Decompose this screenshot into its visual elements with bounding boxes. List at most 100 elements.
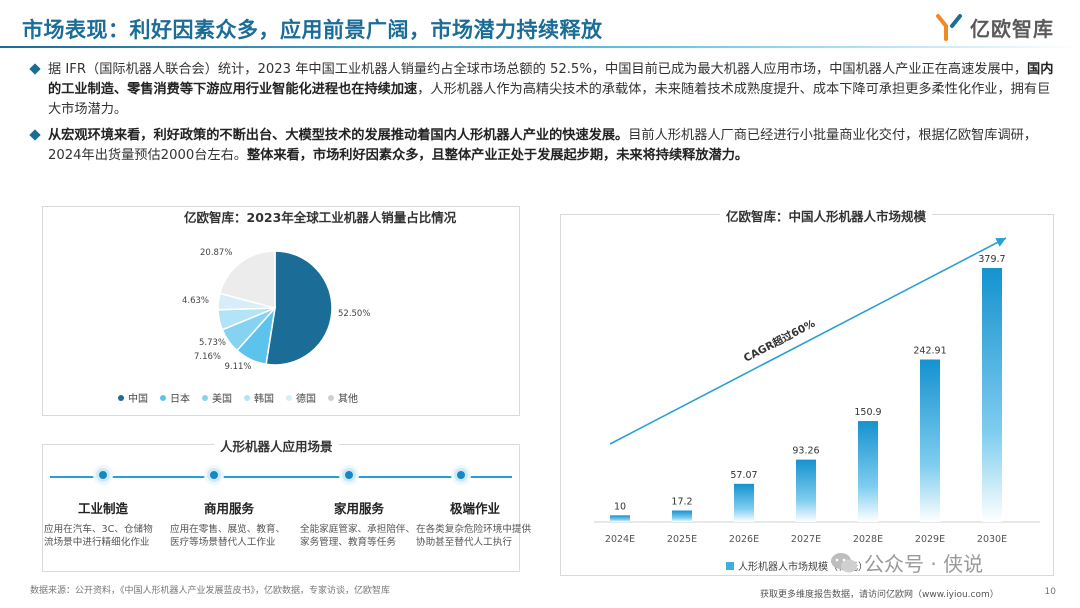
bar-2027E xyxy=(796,459,816,522)
scenes-timeline: 工业制造 应用在汽车、3C、仓储物流场景中进行精细化作业 商用服务 应用在零售、… xyxy=(42,468,531,570)
pie-legend-item: 韩国 xyxy=(244,390,274,405)
bullet-diamond-icon xyxy=(29,63,41,75)
cagr-arrow xyxy=(609,237,1007,445)
bullet-1-text: 据 IFR（国际机器人联合会）统计，2023 年中国工业机器人销量约占全球市场总… xyxy=(48,62,1053,117)
bullet-segment: 国内的工业制造、零售消费等下游应用行业智能化进程也在持续加速 xyxy=(48,62,1054,97)
bullet-diamond-icon xyxy=(29,129,41,141)
bar-category-label: 2026E xyxy=(729,534,759,545)
scenes-title: 人形机器人应用场景 xyxy=(214,436,339,455)
legend-dot-icon xyxy=(244,394,250,401)
pie-legend-item: 日本 xyxy=(160,390,190,405)
summary-bullets: 据 IFR（国际机器人联合会）统计，2023 年中国工业机器人销量约占全球市场总… xyxy=(29,60,1060,172)
legend-dot-icon xyxy=(286,394,292,401)
scene-extreme: 极端作业 在各类复杂危险环境中提供协助甚至替代人工执行 xyxy=(416,498,534,549)
pie-chart: 52.50% 9.11%7.16% 5.73% 4.63% 20.87% xyxy=(182,248,370,372)
scene-name: 工业制造 xyxy=(77,501,128,516)
brand-logo: 亿欧智库 xyxy=(934,12,1054,42)
scene-desc: 全能家庭管家、承担陪伴、家务管理、教育等任务 xyxy=(300,524,416,548)
yiou-logo-icon xyxy=(936,14,962,41)
bar-2026E xyxy=(734,483,754,522)
bar-2030E xyxy=(982,268,1002,522)
bar-category-label: 2028E xyxy=(853,534,883,545)
bar-value-label: 93.26 xyxy=(792,446,819,457)
bar-category-label: 2030E xyxy=(977,534,1007,545)
bullet-segment: 整体来看，市场利好因素众多，且整体产业正处于发展起步期，未来将持续释放潜力。 xyxy=(247,148,749,163)
scene-industrial: 工业制造 应用在汽车、3C、仓储物流场景中进行精细化作业 xyxy=(44,498,162,549)
scene-name: 极端作业 xyxy=(449,501,500,516)
scene-name: 家用服务 xyxy=(333,501,384,516)
scene-name: 商用服务 xyxy=(203,501,254,516)
timeline-node xyxy=(342,468,356,482)
pie-legend-item: 美国 xyxy=(202,390,232,405)
legend-label: 中国 xyxy=(128,394,148,405)
bullet-1: 据 IFR（国际机器人联合会）统计，2023 年中国工业机器人销量约占全球市场总… xyxy=(29,60,1060,120)
bar-2028E xyxy=(858,421,878,522)
logo-text: 亿欧智库 xyxy=(970,16,1054,41)
wechat-icon xyxy=(831,552,857,572)
legend-dot-icon xyxy=(118,394,124,401)
pie-legend-item: 其他 xyxy=(328,390,358,405)
bar-value-label: 379.7 xyxy=(978,254,1005,265)
pie-slice-其他 xyxy=(218,250,276,309)
page-title: 市场表现：利好因素众多，应用前景广阔，市场潜力持续释放 xyxy=(22,18,603,42)
bar-category-label: 2029E xyxy=(915,534,945,545)
bar-value-label: 242.91 xyxy=(913,346,946,357)
legend-label: 人形机器人市场规模（亿元） xyxy=(738,562,868,573)
timeline-node xyxy=(96,468,110,482)
header-divider xyxy=(0,46,1080,48)
cagr-annotation: CAGR超过60% xyxy=(741,317,817,365)
bullet-segment: 从宏观环境来看，利好政策的不断出台、大模型技术的发展推动着国内人形机器人产业的快… xyxy=(48,128,629,143)
pie-chart-title: 亿欧智库：2023年全球工业机器人销量占比情况 xyxy=(178,207,463,226)
bullet-2-text: 从宏观环境来看，利好政策的不断出台、大模型技术的发展推动着国内人形机器人产业的快… xyxy=(48,128,1037,163)
bar-chart: 10 2024E 17.2 2025E 57.07 2026E 93.26 2027E 150.… xyxy=(594,237,1040,545)
pie-legend: 中国 日本 美国 韩国 德国 其他 xyxy=(118,390,358,405)
bar-category-label: 2027E xyxy=(791,534,821,545)
scene-household: 家用服务 全能家庭管家、承担陪伴、家务管理、教育等任务 xyxy=(300,498,418,549)
bar-category-label: 2024E xyxy=(605,534,635,545)
watermark: 公众号 · 侠说 xyxy=(830,548,983,577)
scene-desc: 应用在零售、展览、教育、医疗等场景替代人工作业 xyxy=(170,524,286,548)
bullet-2: 从宏观环境来看，利好政策的不断出台、大模型技术的发展推动着国内人形机器人产业的快… xyxy=(29,126,1060,166)
pie-slice-中国 xyxy=(265,250,333,366)
timeline-node xyxy=(207,468,221,482)
watermark-text: 公众号 · 侠说 xyxy=(864,552,984,576)
bar-chart-title: 亿欧智库：中国人形机器人市场规模 xyxy=(720,206,933,225)
legend-label: 其他 xyxy=(338,394,358,405)
bullet-segment: ，人形机器人作为高精尖技术的承载体，未来随着技术成熟度提升、成本下降可承担更多柔… xyxy=(48,82,1051,117)
more-info-link[interactable]: 获取更多维度报告数据，请访问亿欧网（www.iyiou.com） xyxy=(760,590,999,600)
scene-desc: 在各类复杂危险环境中提供协助甚至替代人工执行 xyxy=(416,524,532,548)
bullet-segment: 目前人形机器人厂商已经进行小批量商业化交付，根据亿欧智库调研，2024年出货量预… xyxy=(48,128,1038,163)
pie-data-label: 9.11% xyxy=(224,362,251,372)
page-number: 10 xyxy=(1044,587,1056,597)
legend-dot-icon xyxy=(202,394,208,401)
bar-value-label: 17.2 xyxy=(671,496,692,507)
legend-label: 韩国 xyxy=(254,394,274,405)
legend-label: 德国 xyxy=(296,394,316,405)
pie-data-label: 20.87% xyxy=(200,248,232,258)
pie-legend-item: 中国 xyxy=(118,390,148,405)
legend-label: 日本 xyxy=(170,394,190,405)
bar-value-label: 57.07 xyxy=(730,470,757,481)
timeline-line xyxy=(50,476,512,478)
bar-value-label: 150.9 xyxy=(854,407,881,418)
legend-swatch xyxy=(726,561,734,570)
legend-dot-icon xyxy=(328,394,334,401)
pie-data-label: 52.50% xyxy=(338,309,370,319)
pie-legend-item: 德国 xyxy=(286,390,316,405)
data-source: 数据来源：公开资料，《中国人形机器人产业发展蓝皮书》，亿欧数据，专家访谈，亿欧智… xyxy=(30,586,391,596)
legend-label: 美国 xyxy=(212,394,232,405)
timeline-node xyxy=(454,468,468,482)
bar-category-label: 2025E xyxy=(667,534,697,545)
bar-value-label: 10 xyxy=(614,501,626,512)
bar-2029E xyxy=(920,359,940,522)
pie-data-label: 4.63% xyxy=(182,296,209,306)
bar-legend: 人形机器人市场规模（亿元） xyxy=(726,558,868,573)
pie-data-label: 5.73% xyxy=(199,338,226,348)
bar-2025E xyxy=(672,510,692,522)
legend-dot-icon xyxy=(160,394,166,401)
scene-commercial: 商用服务 应用在零售、展览、教育、医疗等场景替代人工作业 xyxy=(170,498,288,549)
pie-data-label: 7.16% xyxy=(194,352,221,362)
scene-desc: 应用在汽车、3C、仓储物流场景中进行精细化作业 xyxy=(44,524,153,548)
bullet-segment: 据 IFR（国际机器人联合会）统计，2023 年中国工业机器人销量约占全球市场总… xyxy=(48,62,1028,77)
bar-2024E xyxy=(610,515,630,522)
